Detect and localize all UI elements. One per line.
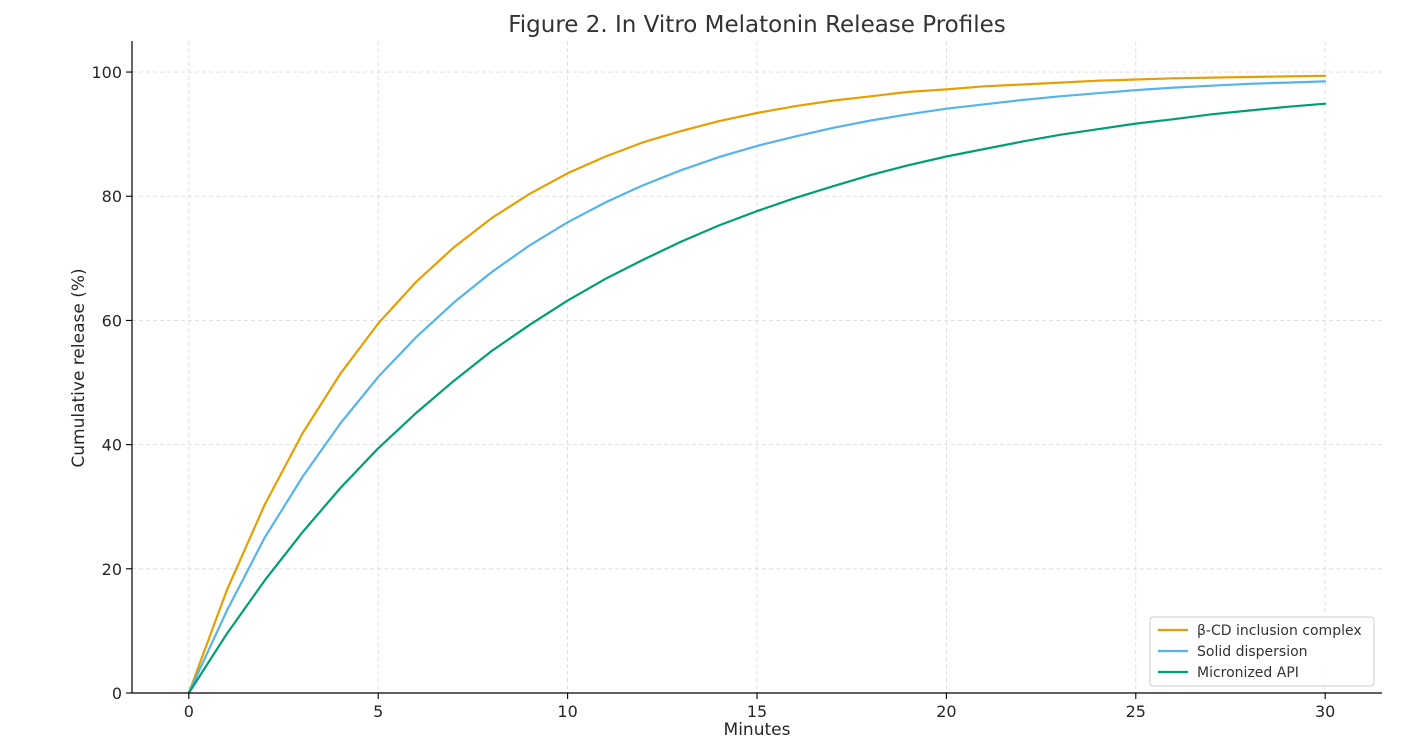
y-tick-label: 40	[102, 436, 122, 455]
x-axis-label: Minutes	[724, 720, 791, 740]
series-lines	[187, 74, 1327, 695]
series-line-micronized-api	[187, 102, 1327, 695]
y-tick-labels: 0 20 40 60 80 100	[91, 63, 122, 703]
y-tick-label: 60	[102, 311, 122, 330]
y-tick-label: 0	[112, 684, 122, 703]
y-tick-label: 80	[102, 187, 122, 206]
legend-label: Solid dispersion	[1197, 644, 1308, 660]
x-tick-label: 30	[1315, 702, 1335, 721]
x-tick-labels: 0 5 10 15 20 25 30	[184, 702, 1336, 721]
grid-lines	[132, 41, 1382, 694]
series-line--cd-inclusion-complex	[187, 74, 1327, 695]
y-tick-label: 100	[91, 63, 122, 82]
x-tick-label: 10	[557, 702, 577, 721]
x-tick-label: 0	[184, 702, 194, 721]
chart-title: Figure 2. In Vitro Melatonin Release Pro…	[508, 12, 1006, 38]
legend-box	[1149, 616, 1375, 687]
x-tick-label: 5	[373, 702, 383, 721]
x-tick-label: 20	[936, 702, 956, 721]
x-tick-label: 15	[747, 702, 767, 721]
axes	[126, 41, 1382, 699]
series-line-solid-dispersion	[187, 80, 1327, 695]
y-tick-label: 20	[102, 560, 122, 579]
y-axis-label: Cumulative release (%)	[69, 268, 89, 467]
legend-label: β-CD inclusion complex	[1197, 623, 1362, 639]
x-tick-label: 25	[1126, 702, 1146, 721]
legend: β-CD inclusion complex Solid dispersion Mi…	[1149, 616, 1375, 687]
legend-label: Micronized API	[1197, 665, 1299, 681]
